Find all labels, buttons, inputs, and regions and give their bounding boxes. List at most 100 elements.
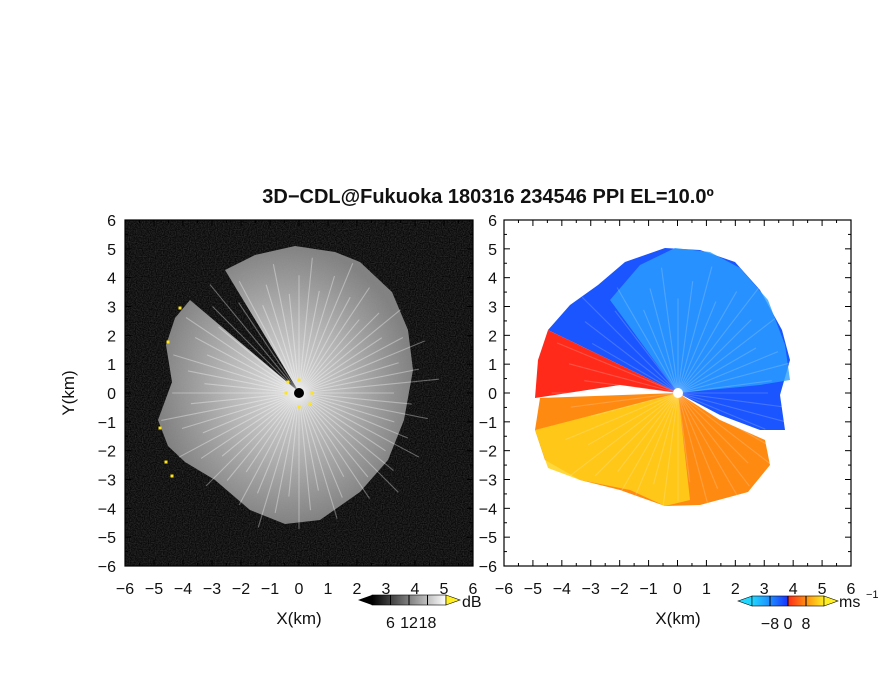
scan-ray xyxy=(677,392,691,483)
reflectivity-clutter-markers xyxy=(158,306,314,478)
scan-ray xyxy=(256,392,300,494)
scan-ray xyxy=(677,392,783,474)
scan-ray xyxy=(238,280,300,394)
scan-ray xyxy=(202,392,300,434)
y-tick-label: −3 xyxy=(98,473,116,490)
scan-ray xyxy=(173,354,300,394)
scan-ray xyxy=(614,310,679,394)
scan-ray xyxy=(565,392,679,441)
scan-ray xyxy=(298,296,351,394)
scan-ray xyxy=(298,257,313,394)
scan-ray xyxy=(591,342,679,394)
x-tick-label: 6 xyxy=(469,581,478,598)
scan-ray xyxy=(298,319,360,394)
reflectivity-x-axis-label: X(km) xyxy=(276,609,321,628)
scan-ray xyxy=(238,392,300,506)
x-tick-label: −6 xyxy=(495,581,513,598)
velocity-colorbar-low-arrow xyxy=(737,595,753,607)
scan-ray xyxy=(677,291,738,394)
scan-ray xyxy=(298,392,428,420)
scan-ray xyxy=(298,290,320,394)
velocity-colorbar-high-arrow xyxy=(823,595,839,607)
y-tick-label: −3 xyxy=(479,473,497,490)
reflectivity-colorbar-high-arrow xyxy=(445,594,461,606)
y-tick-label: −6 xyxy=(98,559,116,576)
clutter-mark xyxy=(284,391,288,395)
y-tick-label: −2 xyxy=(479,444,497,461)
scan-ray xyxy=(288,392,300,497)
scan-ray xyxy=(587,392,679,446)
clutter-mark xyxy=(308,402,312,406)
x-tick-label: 4 xyxy=(789,581,798,598)
y-tick-label: 5 xyxy=(488,242,497,259)
scan-ray xyxy=(298,275,336,394)
y-tick-label: 3 xyxy=(107,300,116,317)
scan-ray xyxy=(226,392,300,481)
y-tick-label: −4 xyxy=(98,501,116,518)
scan-ray xyxy=(643,309,679,394)
scan-ray xyxy=(677,392,711,511)
velocity-red-sector xyxy=(535,330,678,398)
y-tick-label: 6 xyxy=(488,213,497,230)
scan-ray xyxy=(556,342,679,394)
x-tick-label: −6 xyxy=(116,581,134,598)
y-tick-label: −1 xyxy=(479,415,497,432)
scan-ray xyxy=(652,392,679,485)
x-tick-label: −4 xyxy=(174,581,192,598)
scan-ray xyxy=(677,392,749,464)
x-tick-label: 0 xyxy=(673,581,682,598)
scan-ray xyxy=(187,370,300,394)
y-tick-label: 6 xyxy=(107,213,116,230)
velocity-site-marker xyxy=(673,388,683,398)
colorbar-tick-label: 0 xyxy=(784,616,793,633)
scan-ray xyxy=(612,392,679,507)
reflectivity-y-axis-label: Y(km) xyxy=(59,370,78,415)
x-tick-label: −5 xyxy=(145,581,163,598)
scan-ray xyxy=(298,392,370,499)
scan-ray xyxy=(677,392,776,450)
velocity-echo xyxy=(535,248,801,519)
scan-ray xyxy=(677,285,761,394)
x-tick-label: 5 xyxy=(818,581,827,598)
x-tick-label: 6 xyxy=(847,581,856,598)
scan-ray xyxy=(634,392,679,498)
colorbar-tick-label: 8 xyxy=(802,616,811,633)
scan-ray xyxy=(298,392,395,423)
scan-ray xyxy=(298,309,401,394)
scan-ray xyxy=(245,392,300,473)
velocity-colorbar-unit: ms xyxy=(839,594,860,611)
scan-ray xyxy=(617,392,679,472)
reflectivity-rays xyxy=(161,257,439,529)
scan-ray xyxy=(218,326,300,394)
scan-ray xyxy=(262,305,300,394)
reflectivity-colorbar-ticks: 6 12 18 xyxy=(386,595,437,632)
scan-ray xyxy=(212,306,300,394)
reflectivity-echo xyxy=(158,246,439,529)
reflectivity-panel xyxy=(124,219,474,567)
y-tick-label: 0 xyxy=(488,386,497,403)
scan-ray xyxy=(288,293,300,394)
scan-ray xyxy=(221,392,300,457)
scan-ray xyxy=(660,267,679,394)
x-tick-label: 2 xyxy=(731,581,740,598)
clutter-mark xyxy=(164,460,168,464)
clutter-mark xyxy=(310,391,314,395)
velocity-cyan-sector xyxy=(610,248,790,393)
scan-ray xyxy=(594,392,679,477)
x-tick-label: −3 xyxy=(203,581,221,598)
scan-ray xyxy=(298,368,420,394)
x-tick-label: 2 xyxy=(353,581,362,598)
reflectivity-echo-area xyxy=(158,246,413,524)
y-tick-label: 4 xyxy=(107,271,116,288)
scan-ray xyxy=(265,284,300,394)
velocity-rays xyxy=(551,266,801,519)
scan-ray xyxy=(298,392,369,478)
scan-ray xyxy=(677,281,694,394)
figure-title: 3D−CDL@Fukuoka 180316 234546 PPI EL=10.0… xyxy=(262,186,714,208)
scan-ray xyxy=(298,287,370,394)
radar-site-marker xyxy=(294,388,304,398)
scan-ray xyxy=(298,392,394,471)
scan-ray xyxy=(570,392,679,408)
clutter-mark xyxy=(297,378,301,382)
x-tick-label: −1 xyxy=(639,581,657,598)
